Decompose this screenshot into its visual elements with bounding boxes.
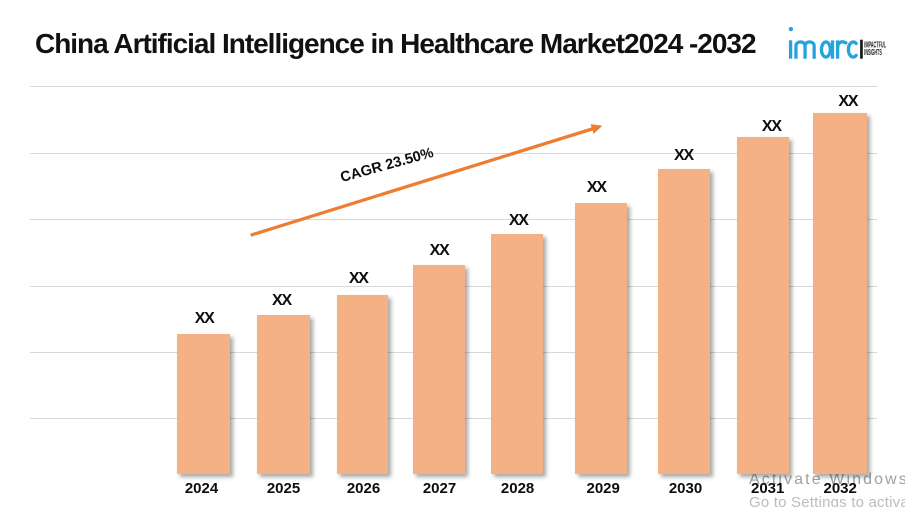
svg-text:INSIGHTS: INSIGHTS — [864, 48, 882, 57]
svg-text:IMPACTFUL: IMPACTFUL — [864, 41, 886, 50]
